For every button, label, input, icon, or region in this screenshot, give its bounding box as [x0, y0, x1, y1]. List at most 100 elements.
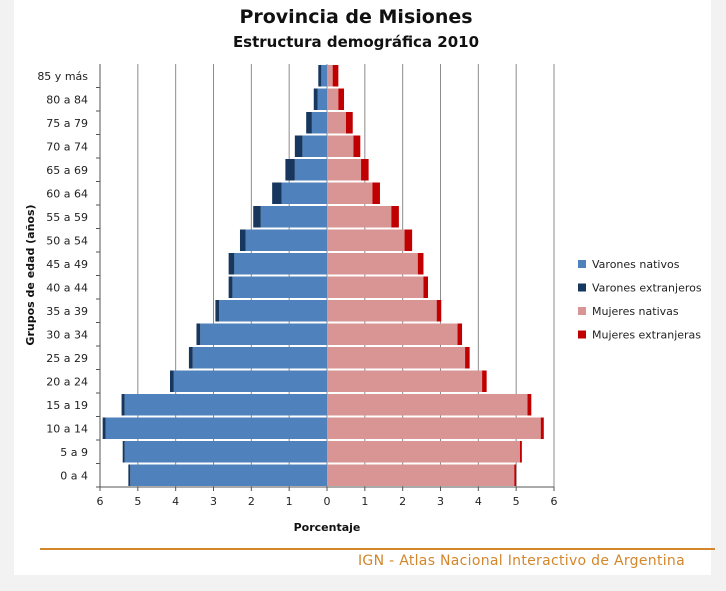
- legend-swatch: [578, 307, 586, 315]
- bar-varones-extranjeros: [294, 135, 303, 157]
- bar-varones-extranjeros: [306, 112, 312, 134]
- bar-varones-nativos: [260, 206, 327, 228]
- population-pyramid-chart: Provincia de Misiones Estructura demográ…: [24, 6, 702, 534]
- bar-mujeres-extranjeras: [338, 88, 345, 110]
- bar-varones-extranjeros: [215, 300, 220, 322]
- age-group-label: 65 a 69: [46, 164, 88, 177]
- bar-mujeres-extranjeras: [417, 253, 424, 275]
- legend-swatch: [578, 330, 586, 339]
- bar-mujeres-extranjeras: [372, 182, 380, 204]
- bar-mujeres-extranjeras: [361, 159, 369, 181]
- age-group-label: 25 a 29: [46, 352, 88, 365]
- legend-swatch: [578, 283, 586, 292]
- bar-varones-extranjeros: [272, 182, 282, 204]
- bar-varones-nativos: [311, 112, 327, 134]
- bar-mujeres-nativas: [327, 253, 418, 275]
- bar-mujeres-nativas: [327, 65, 333, 87]
- age-group-label: 20 a 24: [46, 375, 88, 388]
- bar-mujeres-extranjeras: [391, 206, 399, 228]
- bar-mujeres-extranjeras: [404, 229, 413, 251]
- bar-varones-extranjeros: [253, 206, 261, 228]
- age-group-label: 35 a 39: [46, 305, 88, 318]
- legend-label: Varones nativos: [592, 258, 680, 271]
- x-tick-label: 0: [324, 495, 331, 508]
- bar-varones-nativos: [245, 229, 327, 251]
- bar-mujeres-nativas: [327, 394, 528, 416]
- x-tick-label: 3: [437, 495, 444, 508]
- age-group-label: 15 a 19: [46, 399, 88, 412]
- chart-title: Provincia de Misiones: [239, 6, 472, 28]
- x-tick-label: 2: [399, 495, 406, 508]
- x-tick-label: 3: [210, 495, 217, 508]
- bar-varones-extranjeros: [285, 159, 295, 181]
- axes: 6 5 4 3 2 1 0 1 2 3 4 5 6 0 a 4 5 a 9 10 a 14 15 a 19 20 …: [37, 64, 558, 508]
- bar-varones-nativos: [281, 182, 327, 204]
- legend-label: Varones extranjeros: [592, 282, 702, 295]
- bar-mujeres-extranjeras: [423, 276, 429, 298]
- bar-varones-extranjeros: [239, 229, 246, 251]
- bar-mujeres-extranjeras: [465, 347, 470, 369]
- bar-varones-nativos: [173, 370, 327, 392]
- age-group-label: 80 a 84: [46, 93, 88, 106]
- age-group-label: 0 a 4: [60, 469, 88, 482]
- bar-varones-nativos: [200, 323, 327, 345]
- bars: [102, 65, 544, 486]
- bar-mujeres-extranjeras: [353, 135, 361, 157]
- x-axis-title: Porcentaje: [294, 521, 361, 534]
- bar-varones-nativos: [234, 253, 327, 275]
- bar-varones-extranjeros: [228, 253, 235, 275]
- age-group-label: 45 a 49: [46, 258, 88, 271]
- bar-mujeres-nativas: [327, 88, 339, 110]
- bar-varones-extranjeros: [128, 464, 131, 486]
- bar-mujeres-nativas: [327, 323, 458, 345]
- bar-varones-extranjeros: [228, 276, 233, 298]
- bar-mujeres-nativas: [327, 300, 437, 322]
- bar-varones-extranjeros: [318, 65, 322, 87]
- bar-varones-nativos: [219, 300, 327, 322]
- bar-varones-nativos: [294, 159, 327, 181]
- footer-divider: [40, 548, 715, 550]
- bar-mujeres-nativas: [327, 229, 405, 251]
- bar-mujeres-nativas: [327, 347, 466, 369]
- age-group-label: 55 a 59: [46, 211, 88, 224]
- bar-varones-extranjeros: [188, 347, 193, 369]
- x-tick-label: 2: [248, 495, 255, 508]
- bar-mujeres-nativas: [327, 206, 392, 228]
- legend-swatch: [578, 260, 586, 268]
- x-tick-label: 6: [97, 495, 104, 508]
- bar-varones-nativos: [321, 65, 327, 87]
- bar-varones-extranjeros: [102, 417, 106, 439]
- bar-mujeres-nativas: [327, 135, 354, 157]
- bar-mujeres-extranjeras: [345, 112, 353, 134]
- bar-mujeres-nativas: [327, 159, 362, 181]
- bar-mujeres-nativas: [327, 276, 424, 298]
- chart-subtitle: Estructura demográfica 2010: [233, 33, 479, 51]
- x-tick-label: 5: [513, 495, 520, 508]
- x-tick-label: 6: [551, 495, 558, 508]
- bar-varones-nativos: [124, 441, 327, 463]
- bar-varones-extranjeros: [313, 88, 318, 110]
- bar-mujeres-nativas: [327, 370, 483, 392]
- bar-mujeres-extranjeras: [332, 65, 339, 87]
- x-tick-label: 5: [134, 495, 141, 508]
- bar-mujeres-nativas: [327, 441, 520, 463]
- bar-varones-nativos: [302, 135, 327, 157]
- bar-varones-extranjeros: [122, 441, 125, 463]
- bar-mujeres-extranjeras: [540, 417, 544, 439]
- age-group-label: 5 a 9: [60, 446, 88, 459]
- legend-label: Mujeres nativas: [592, 305, 679, 318]
- age-group-label: 40 a 44: [46, 281, 88, 294]
- bar-mujeres-extranjeras: [519, 441, 522, 463]
- bar-mujeres-extranjeras: [457, 323, 463, 345]
- bar-mujeres-extranjeras: [527, 394, 532, 416]
- bar-mujeres-extranjeras: [482, 370, 487, 392]
- bar-varones-nativos: [317, 88, 327, 110]
- age-group-label: 75 a 79: [46, 117, 88, 130]
- age-group-label: 30 a 34: [46, 328, 88, 341]
- age-group-label: 10 a 14: [46, 422, 88, 435]
- bar-mujeres-extranjeras: [436, 300, 442, 322]
- chart-panel: Provincia de Misiones Estructura demográ…: [14, 0, 715, 575]
- x-tick-label: 1: [361, 495, 368, 508]
- x-tick-label: 4: [172, 495, 179, 508]
